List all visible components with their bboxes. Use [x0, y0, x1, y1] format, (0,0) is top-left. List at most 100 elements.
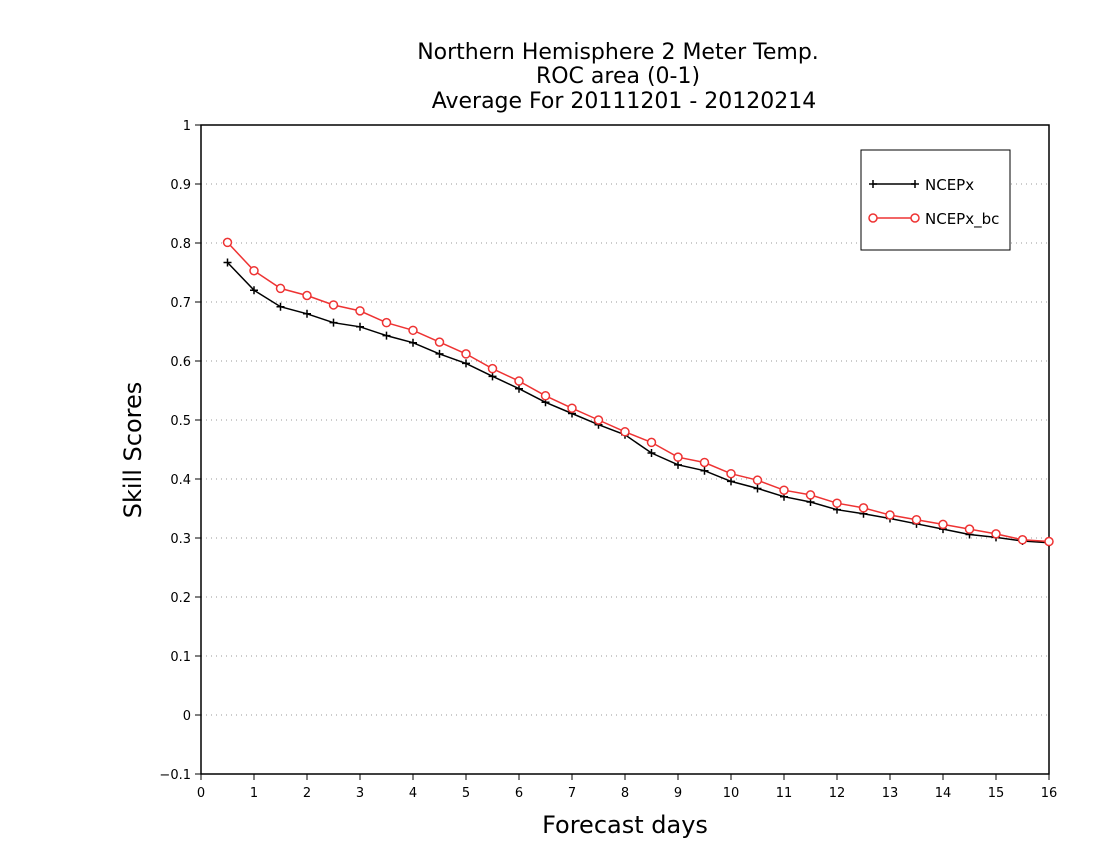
x-tick-label: 4 — [409, 786, 417, 801]
data-point — [381, 317, 392, 328]
x-tick-label: 12 — [829, 786, 846, 801]
data-point — [487, 363, 498, 374]
y-tick-label: 0.8 — [170, 237, 191, 252]
legend: NCEPx NCEPx_bc — [860, 149, 1011, 251]
data-point — [355, 306, 365, 316]
series-line — [226, 241, 1050, 543]
legend-marker-ncepx-bc-b — [910, 213, 920, 223]
x-tick-label: 8 — [621, 786, 629, 801]
legend-label-ncepx-bc: NCEPx_bc — [925, 210, 999, 229]
data-point — [462, 359, 470, 368]
series-line — [226, 261, 1050, 544]
y-tick-label: 1 — [183, 119, 191, 134]
data-point — [276, 302, 285, 311]
x-tick-label: 14 — [935, 786, 952, 801]
y-tick-label: 0.1 — [170, 650, 191, 665]
x-tick-label: 13 — [882, 786, 899, 801]
data-point — [673, 452, 683, 462]
data-point — [461, 349, 471, 359]
data-point — [726, 468, 736, 479]
x-tick-label: 15 — [988, 786, 1005, 801]
data-point — [302, 290, 312, 301]
data-point — [275, 283, 286, 294]
series-ncepx-bc — [222, 237, 1054, 547]
data-point — [805, 490, 816, 500]
data-point — [885, 510, 895, 520]
data-point — [222, 237, 233, 248]
y-tick-label: −0.1 — [159, 768, 191, 783]
x-tick-label: 5 — [462, 786, 470, 801]
data-point — [540, 391, 551, 401]
data-point — [356, 322, 364, 331]
data-point — [647, 449, 656, 458]
data-point — [435, 349, 444, 358]
data-point — [752, 475, 763, 485]
data-point — [515, 384, 523, 393]
y-tick-label: 0.9 — [170, 178, 191, 193]
x-tick-label: 11 — [776, 786, 793, 801]
data-point — [674, 460, 682, 469]
y-tick-label: 0.7 — [170, 296, 191, 311]
data-point — [646, 437, 657, 448]
data-point — [434, 337, 445, 347]
data-point — [488, 372, 497, 381]
legend-box — [860, 149, 1011, 251]
data-point — [408, 325, 418, 336]
data-point — [699, 457, 710, 468]
data-point — [753, 484, 762, 493]
legend-marker-ncepx-bc-a — [868, 213, 878, 223]
x-tick-label: 6 — [515, 786, 523, 801]
data-point — [938, 519, 948, 530]
data-point — [382, 331, 391, 340]
x-tick-label: 1 — [250, 786, 258, 801]
data-point — [1044, 536, 1054, 547]
data-point — [991, 529, 1001, 539]
y-tick-label: 0.4 — [170, 473, 191, 488]
data-point — [911, 514, 922, 525]
y-tick-label: 0.6 — [170, 355, 191, 370]
data-point — [964, 524, 975, 534]
data-point — [223, 258, 232, 267]
x-tick-label: 7 — [568, 786, 576, 801]
legend-label-ncepx: NCEPx — [925, 176, 974, 194]
y-tick-label: 0 — [183, 709, 191, 724]
data-point — [409, 338, 417, 347]
y-tick-label: 0.3 — [170, 532, 191, 547]
data-point — [514, 376, 524, 386]
data-point — [303, 309, 311, 318]
x-tick-label: 9 — [674, 786, 682, 801]
data-point — [250, 286, 258, 295]
data-point — [593, 415, 604, 425]
data-point — [727, 477, 735, 486]
data-point — [1017, 535, 1028, 545]
data-point — [328, 300, 339, 310]
data-point — [779, 485, 789, 495]
title-line-2: ROC area (0-1) — [536, 64, 700, 89]
y-axis-label: Skill Scores — [119, 382, 147, 519]
y-tick-label: 0.5 — [170, 414, 191, 429]
legend-marker-ncepx — [869, 180, 919, 188]
x-tick-label: 16 — [1041, 786, 1058, 801]
x-tick-label: 10 — [723, 786, 740, 801]
series-group — [222, 237, 1054, 547]
x-axis-ticks: 0 1 2 3 4 5 6 7 8 9 10 11 12 13 14 15 16 — [197, 774, 1057, 801]
data-point — [832, 498, 842, 508]
data-point — [567, 403, 577, 413]
title-line-1: Northern Hemisphere 2 Meter Temp. — [417, 40, 819, 65]
title-line-3: Average For 20111201 - 20120214 — [432, 89, 817, 114]
y-tick-label: 0.2 — [170, 591, 191, 606]
data-point — [249, 265, 259, 276]
x-tick-label: 2 — [303, 786, 311, 801]
series-ncepx — [223, 258, 1053, 547]
x-tick-label: 3 — [356, 786, 364, 801]
x-axis-label: Forecast days — [542, 811, 708, 839]
data-point — [700, 466, 709, 475]
data-point — [620, 427, 630, 437]
chart-title: Northern Hemisphere 2 Meter Temp. ROC ar… — [417, 40, 819, 114]
grid-lines — [201, 183, 1049, 716]
data-point — [858, 503, 869, 513]
data-point — [329, 318, 338, 327]
y-axis-ticks: −0.1 0 0.1 0.2 0.3 0.4 0.5 0.6 0.7 0.8 0.9 1 — [159, 119, 201, 783]
